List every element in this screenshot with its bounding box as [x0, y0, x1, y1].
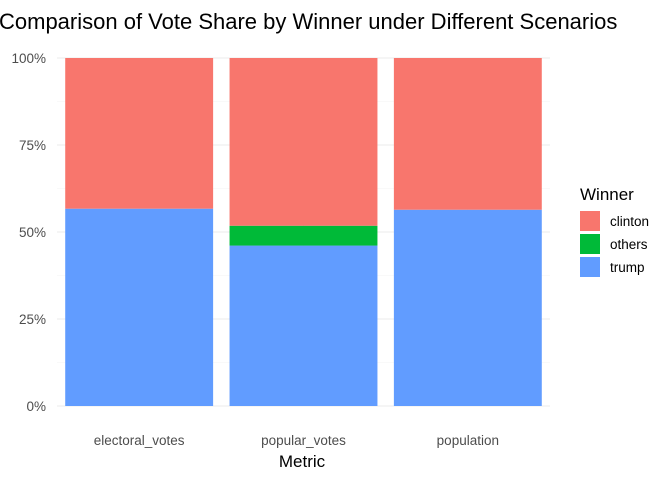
bar-segment-clinton-electoral_votes	[65, 58, 214, 209]
bar-segment-others-popular_votes	[229, 225, 378, 246]
y-tick-label: 0%	[26, 399, 46, 414]
bars	[65, 58, 542, 406]
bar-segment-trump-popular_votes	[229, 245, 378, 406]
legend-title: Winner	[580, 185, 634, 204]
bar-segment-clinton-population	[393, 58, 542, 210]
bar-segment-trump-electoral_votes	[65, 208, 214, 406]
legend-label-clinton: clinton	[610, 214, 649, 229]
x-tick-label: population	[437, 433, 499, 448]
bar-segment-trump-population	[393, 209, 542, 406]
chart-title: Comparison of Vote Share by Winner under…	[0, 9, 617, 34]
x-tick-label: electoral_votes	[94, 433, 185, 448]
y-axis: 0% 25% 50% 75% 100%	[11, 51, 46, 414]
x-axis-title: Metric	[279, 452, 326, 471]
y-tick-label: 50%	[19, 225, 46, 240]
x-tick-label: popular_votes	[261, 433, 346, 448]
legend-label-trump: trump	[610, 260, 645, 275]
legend-key-others	[580, 234, 600, 254]
y-tick-label: 100%	[11, 51, 46, 66]
y-tick-label: 25%	[19, 312, 46, 327]
legend: Winner clinton others trump	[580, 185, 649, 277]
x-axis: electoral_votes popular_votes population	[94, 433, 499, 448]
legend-key-clinton	[580, 211, 600, 231]
legend-label-others: others	[610, 237, 648, 252]
y-tick-label: 75%	[19, 138, 46, 153]
legend-key-trump	[580, 257, 600, 277]
bar-segment-clinton-popular_votes	[229, 58, 378, 226]
